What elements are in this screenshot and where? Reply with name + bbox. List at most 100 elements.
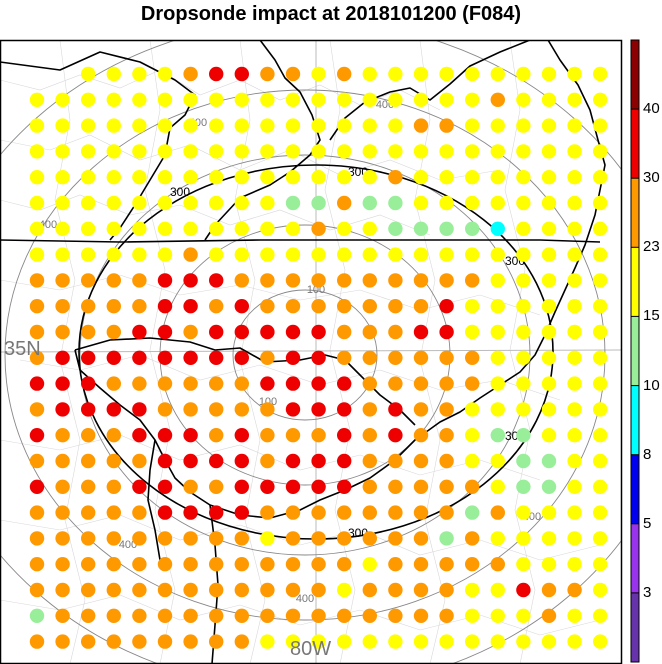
impact-dot	[465, 247, 480, 262]
impact-dot	[567, 92, 582, 108]
impact-dot	[490, 634, 505, 649]
impact-dot	[413, 195, 429, 211]
impact-dot	[516, 170, 531, 185]
impact-dot	[413, 634, 429, 649]
impact-dot	[132, 376, 147, 391]
impact-dot	[311, 350, 326, 365]
impact-dot	[285, 634, 301, 649]
impact-dot	[541, 144, 557, 159]
impact-dot	[439, 376, 454, 391]
impact-dot	[593, 376, 608, 391]
impact-dot	[567, 273, 582, 288]
impact-dot	[362, 608, 377, 623]
impact-dot	[81, 170, 96, 185]
contour-label: 300	[170, 185, 190, 199]
impact-dot	[311, 144, 326, 159]
colorbar-segment	[631, 178, 639, 248]
impact-dot	[285, 428, 301, 443]
impact-dot	[285, 350, 301, 365]
impact-dot	[465, 402, 480, 417]
impact-dot	[413, 531, 429, 546]
impact-dot	[106, 273, 122, 288]
impact-dot	[311, 402, 326, 417]
impact-dot	[183, 453, 198, 469]
impact-dot	[132, 402, 147, 417]
impact-dot	[285, 531, 301, 546]
impact-dot	[439, 195, 454, 211]
impact-dot	[465, 66, 480, 82]
impact-dot	[413, 118, 429, 133]
impact-dot	[260, 350, 275, 365]
impact-dot	[106, 247, 122, 262]
impact-dot	[234, 453, 249, 469]
impact-dot	[567, 582, 582, 598]
impact-dot	[81, 531, 96, 546]
impact-dot	[260, 324, 275, 340]
impact-dot	[516, 273, 531, 288]
impact-dot	[132, 608, 147, 623]
map-title: Dropsonde impact at 2018101200 (F084)	[140, 3, 522, 25]
impact-dot	[55, 402, 70, 417]
impact-dot	[157, 195, 173, 211]
impact-dot	[541, 350, 557, 365]
impact-dot	[567, 557, 582, 572]
impact-dot	[362, 582, 377, 598]
impact-dot	[183, 324, 198, 340]
impact-dot	[567, 195, 582, 211]
impact-dot	[106, 324, 122, 340]
impact-dot	[234, 350, 249, 365]
impact-dot	[234, 221, 249, 236]
impact-dot	[388, 608, 403, 623]
impact-dot	[81, 376, 96, 391]
impact-dot	[234, 479, 249, 494]
impact-dot	[439, 66, 454, 82]
impact-dot	[234, 195, 249, 211]
impact-dot	[362, 479, 377, 494]
impact-dot	[157, 350, 173, 365]
impact-dot	[285, 299, 301, 314]
impact-dot	[29, 453, 45, 469]
impact-dot	[106, 376, 122, 391]
colorbar-label: 3	[643, 583, 652, 601]
impact-dot	[337, 428, 352, 443]
impact-dot	[541, 66, 557, 82]
impact-dot	[541, 247, 557, 262]
impact-dot	[439, 634, 454, 649]
impact-dot	[490, 324, 505, 340]
impact-dot	[106, 608, 122, 623]
impact-dot	[567, 428, 582, 443]
impact-dot	[285, 195, 301, 211]
impact-dot	[285, 247, 301, 262]
impact-dot	[285, 92, 301, 108]
impact-dot	[490, 118, 505, 133]
impact-dot	[81, 402, 96, 417]
impact-dot	[490, 350, 505, 365]
impact-dot	[516, 582, 531, 598]
impact-dot	[465, 273, 480, 288]
lon-label: 80W	[290, 638, 332, 660]
impact-dot	[465, 195, 480, 211]
impact-dot	[388, 582, 403, 598]
impact-dot	[311, 66, 326, 82]
impact-dot	[465, 557, 480, 572]
impact-dot	[541, 582, 557, 598]
colorbar	[630, 39, 640, 663]
impact-dot	[234, 557, 249, 572]
colorbar-segment	[631, 523, 639, 593]
impact-dot	[183, 350, 198, 365]
impact-dot	[593, 170, 608, 185]
impact-dot	[132, 582, 147, 598]
impact-dot	[413, 92, 429, 108]
impact-dot	[209, 195, 224, 211]
impact-dot	[260, 195, 275, 211]
impact-dot	[567, 350, 582, 365]
impact-dot	[439, 144, 454, 159]
impact-dot	[337, 195, 352, 211]
impact-dot	[106, 118, 122, 133]
impact-dot	[183, 557, 198, 572]
impact-dot	[413, 299, 429, 314]
impact-dot	[362, 324, 377, 340]
impact-dot	[541, 608, 557, 623]
impact-dot	[132, 221, 147, 236]
impact-dot	[567, 376, 582, 391]
